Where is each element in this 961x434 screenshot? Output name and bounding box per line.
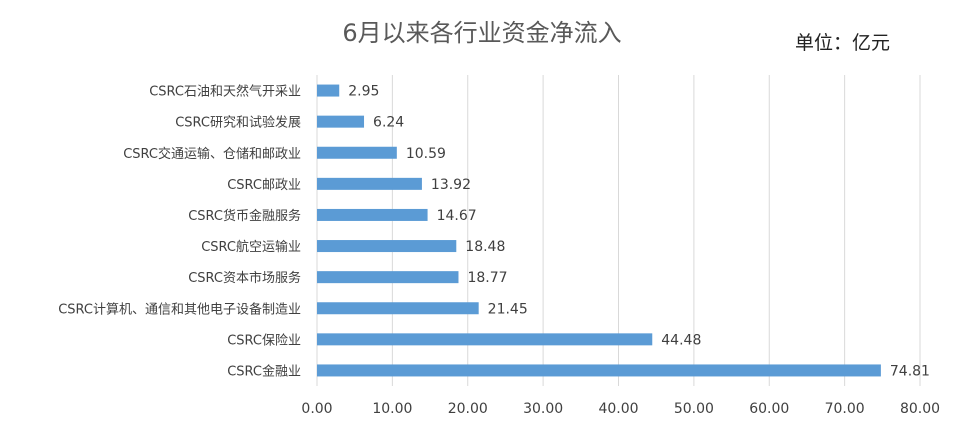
bar [317,115,365,128]
bar [317,84,340,97]
data-label: 2.95 [348,84,379,100]
bar [317,240,457,253]
bar [317,146,397,159]
category-label: CSRC计算机、通信和其他电子设备制造业 [58,301,301,317]
category-label: CSRC石油和天然气开采业 [149,84,301,100]
category-label: CSRC研究和试验发展 [175,115,301,131]
x-tick-label: 0.00 [301,401,332,417]
bar [317,364,881,377]
data-label: 6.24 [373,115,404,131]
data-label: 14.67 [437,208,477,224]
category-label: CSRC金融业 [227,363,301,379]
data-label: 44.48 [661,332,701,348]
gridlines [316,75,921,386]
category-label: CSRC货币金融服务 [188,208,301,224]
bar [317,271,459,284]
category-label: CSRC资本市场服务 [188,270,301,286]
bar [317,333,653,346]
data-label: 18.48 [465,239,505,255]
category-label: CSRC交通运输、仓储和邮政业 [123,146,301,162]
unit-label: 单位：亿元 [795,32,890,54]
data-label: 10.59 [406,146,446,162]
data-label: 13.92 [431,177,471,193]
x-tick-label: 50.00 [674,401,714,417]
category-label: CSRC保险业 [227,333,301,348]
x-tick-label: 10.00 [372,401,412,417]
x-tick-label: 60.00 [749,401,789,417]
x-tick-label: 70.00 [825,401,865,417]
bar [317,177,422,190]
data-label: 74.81 [890,363,930,379]
x-tick-label: 20.00 [448,401,488,417]
chart-title: 6月以来各行业资金净流入 [342,19,621,47]
x-axis-ticks: 0.00 10.00 20.00 30.00 40.00 50.00 60.00 70.00 8… [301,401,940,417]
category-label: CSRC邮政业 [227,178,301,193]
x-tick-label: 80.00 [900,401,940,417]
data-label: 21.45 [488,301,528,317]
x-tick-label: 30.00 [523,401,563,417]
data-label: 18.77 [467,270,507,286]
category-labels: CSRC石油和天然气开采业 CSRC研究和试验发展 CSRC交通运输、仓储和邮政业 C… [58,84,301,380]
bar [317,208,428,221]
bar [317,302,479,315]
category-label: CSRC航空运输业 [201,239,301,255]
x-tick-label: 40.00 [598,401,638,417]
